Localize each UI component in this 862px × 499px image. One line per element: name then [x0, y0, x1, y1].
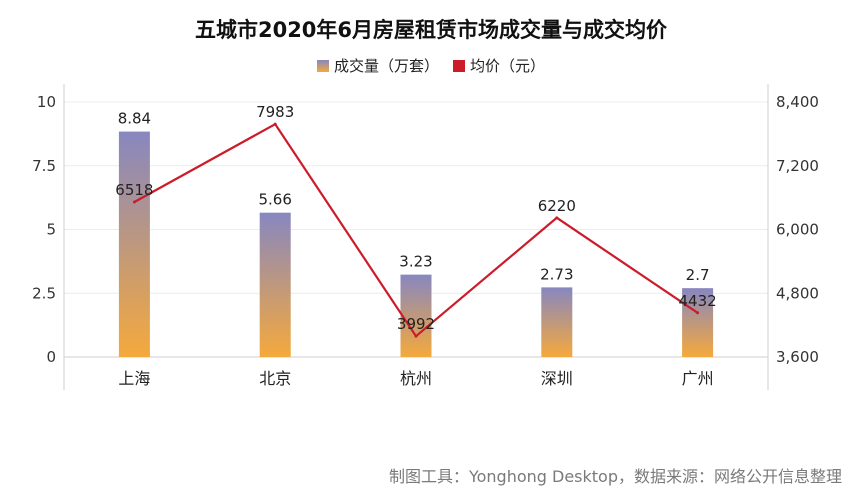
bar: [682, 288, 714, 357]
legend-swatch-volume: [316, 59, 329, 72]
legend-label-price: 均价（元）: [470, 57, 546, 75]
x-tick-label: 上海: [118, 369, 150, 388]
legend-item-volume[interactable]: 成交量（万套）: [316, 55, 439, 76]
x-tick-label: 广州: [682, 369, 714, 388]
bar-value-label: 5.66: [258, 191, 291, 209]
price-point: [696, 311, 700, 315]
price-value-label: 3992: [397, 315, 435, 333]
bar: [118, 131, 150, 357]
price-point: [555, 216, 559, 220]
price-point: [132, 200, 136, 204]
y-left-tick-label: 0: [46, 348, 56, 366]
y-right-tick-label: 8,400: [776, 93, 819, 111]
price-value-label: 7983: [256, 103, 294, 121]
bar-value-label: 3.23: [399, 253, 432, 271]
legend-label-volume: 成交量（万套）: [333, 57, 439, 75]
price-point: [273, 122, 277, 126]
x-tick-label: 深圳: [541, 369, 573, 388]
legend-swatch-price: [453, 59, 465, 72]
bar: [400, 274, 432, 357]
x-tick-label: 杭州: [400, 369, 432, 388]
price-value-label: 4432: [679, 292, 717, 310]
y-right-tick-label: 7,200: [776, 157, 819, 175]
price-value-label: 6518: [115, 181, 153, 199]
price-point: [414, 334, 418, 338]
chart-title: 五城市2020年6月房屋租赁市场成交量与成交均价: [194, 18, 668, 42]
bar-value-label: 2.73: [540, 265, 573, 283]
legend-item-price[interactable]: 均价（元）: [453, 55, 545, 76]
bar-value-label: 8.84: [118, 110, 151, 128]
legend: 成交量（万套） 均价（元）: [0, 55, 862, 76]
source-note: 制图工具：Yonghong Desktop，数据来源：网络公开信息整理: [388, 467, 842, 486]
y-left-tick-label: 7.5: [32, 157, 56, 175]
bar: [541, 287, 573, 357]
y-right-tick-label: 4,800: [776, 284, 819, 302]
bar-value-label: 2.7: [686, 266, 710, 284]
bar: [259, 212, 291, 357]
y-right-tick-label: 3,600: [776, 348, 819, 366]
y-left-tick-label: 2.5: [32, 284, 56, 302]
y-left-tick-label: 10: [37, 93, 56, 111]
price-value-label: 6220: [538, 197, 576, 215]
y-left-tick-label: 5: [46, 221, 56, 239]
x-tick-label: 北京: [259, 369, 291, 388]
y-right-tick-label: 6,000: [776, 221, 819, 239]
